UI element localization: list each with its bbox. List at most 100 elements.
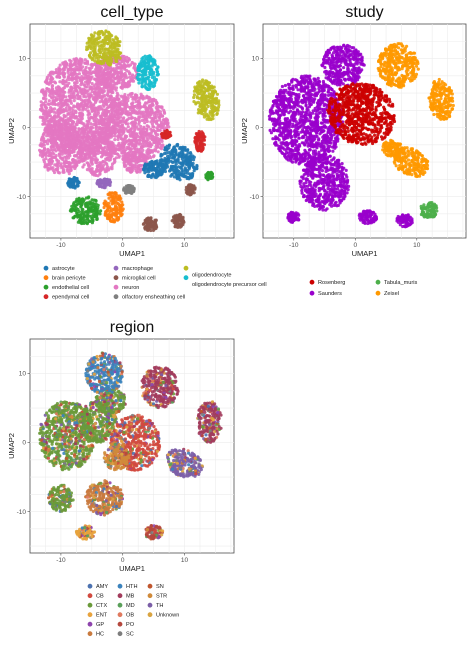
- data-point: [69, 96, 73, 100]
- data-point: [90, 205, 94, 209]
- data-point: [110, 165, 114, 169]
- data-point: [147, 125, 151, 129]
- data-point: [88, 169, 92, 173]
- data-point: [140, 85, 144, 89]
- data-point: [98, 168, 102, 173]
- data-point: [203, 99, 208, 103]
- data-point: [123, 100, 127, 105]
- data-point: [123, 163, 127, 167]
- data-point: [140, 57, 144, 61]
- data-point: [146, 228, 150, 232]
- data-point: [201, 138, 205, 142]
- data-point: [193, 139, 197, 143]
- data-point: [89, 128, 93, 132]
- data-point: [175, 172, 179, 176]
- data-point: [99, 164, 103, 168]
- data-point: [164, 151, 168, 155]
- data-point: [83, 100, 87, 104]
- data-point: [106, 85, 111, 89]
- data-point: [98, 105, 102, 109]
- data-point: [70, 86, 75, 90]
- data-point: [150, 83, 154, 87]
- data-point: [66, 133, 70, 137]
- data-point: [160, 105, 164, 109]
- data-point: [111, 38, 115, 42]
- data-point: [181, 163, 185, 167]
- data-point: [76, 91, 80, 95]
- data-point: [211, 85, 215, 90]
- data-point: [66, 70, 70, 74]
- data-point: [107, 47, 111, 51]
- data-point: [47, 132, 52, 136]
- data-point: [44, 140, 48, 144]
- data-point: [150, 225, 154, 230]
- data-point: [92, 198, 96, 202]
- data-point: [55, 168, 60, 172]
- data-point: [66, 75, 70, 79]
- data-point: [60, 166, 64, 170]
- data-point: [146, 59, 151, 63]
- data-point: [95, 40, 100, 45]
- data-point: [109, 73, 114, 77]
- data-point: [80, 78, 84, 82]
- data-point: [151, 134, 155, 139]
- data-point: [155, 120, 159, 124]
- data-point: [142, 79, 146, 83]
- data-point: [133, 154, 137, 159]
- data-point: [91, 138, 95, 142]
- data-point: [67, 99, 71, 103]
- data-point: [93, 87, 97, 91]
- data-point: [95, 91, 99, 95]
- data-point: [104, 153, 108, 157]
- data-point: [174, 217, 178, 221]
- data-point: [191, 154, 195, 158]
- data-point: [51, 148, 55, 152]
- data-point: [185, 162, 189, 166]
- data-point: [123, 134, 127, 138]
- data-point: [111, 151, 115, 155]
- data-point: [160, 125, 165, 129]
- data-point: [143, 65, 147, 69]
- data-point: [82, 158, 86, 163]
- data-point: [156, 72, 160, 76]
- data-point: [41, 96, 46, 101]
- data-point: [73, 86, 77, 90]
- data-point: [101, 69, 105, 73]
- data-point: [59, 99, 63, 103]
- data-point: [42, 143, 46, 147]
- data-point: [72, 216, 76, 220]
- data-point: [105, 79, 109, 83]
- data-point: [130, 163, 134, 167]
- data-point: [151, 125, 155, 129]
- data-point: [62, 161, 66, 165]
- data-point: [154, 218, 158, 223]
- data-point: [46, 147, 50, 151]
- data-point: [145, 119, 149, 124]
- data-point: [170, 156, 174, 160]
- data-point: [71, 75, 75, 79]
- data-point: [103, 36, 107, 41]
- data-point: [187, 165, 191, 169]
- data-point: [67, 88, 71, 92]
- data-point: [78, 111, 82, 115]
- data-point: [109, 199, 113, 203]
- data-point: [115, 53, 119, 58]
- data-point: [51, 72, 55, 76]
- data-point: [119, 214, 123, 218]
- data-point: [175, 176, 179, 180]
- data-point: [112, 146, 116, 150]
- data-point: [180, 157, 184, 161]
- data-point: [174, 162, 178, 166]
- data-point: [159, 154, 163, 158]
- data-point: [49, 89, 54, 93]
- data-point: [61, 137, 65, 141]
- data-point: [138, 73, 142, 77]
- data-point: [102, 205, 106, 210]
- data-point: [116, 71, 120, 75]
- data-point: [62, 74, 66, 78]
- data-point: [163, 146, 167, 150]
- data-point: [82, 83, 86, 87]
- data-point: [94, 134, 98, 138]
- data-point: [72, 148, 76, 152]
- data-point: [126, 151, 130, 155]
